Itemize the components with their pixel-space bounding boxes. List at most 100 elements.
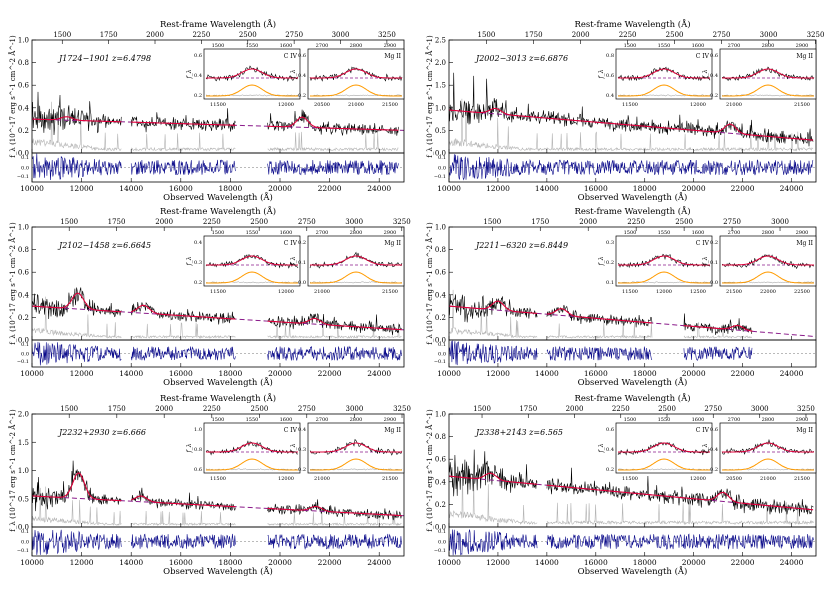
inset-y-tick-label: 0.1: [606, 280, 614, 286]
inset-bottom-tick-label: 12000: [690, 102, 706, 108]
inset-top-tick-label: 2800: [762, 43, 775, 49]
y-tick-label: 0.0: [18, 337, 29, 345]
top-tick-label: 3250: [807, 31, 825, 39]
x-tick-label: 22000: [318, 558, 342, 567]
inset-top-tick-label: 2800: [350, 417, 363, 423]
top-tick-label: 2250: [203, 405, 221, 413]
top-tick-label: 1500: [483, 218, 501, 226]
inset-frame: [719, 48, 817, 100]
x-tick-label: 22000: [318, 369, 342, 378]
observed-spectrum-line: [449, 449, 814, 517]
error-spectrum-line: [32, 101, 399, 152]
top-tick-label: 1750: [525, 31, 543, 39]
residual-tick-label: 0.1: [438, 155, 446, 161]
line-inset: Mg II 2700 2800 2900 21000 21500 0.0 0.1 0.2 f_λ: [290, 230, 405, 295]
inset-y-tick-label: 0.8: [194, 447, 202, 453]
x-tick-label: 22000: [731, 184, 755, 193]
inset-line-component: [206, 84, 298, 97]
top-tick-label: 2500: [250, 218, 268, 226]
inset-y-axis-label: f_λ: [290, 256, 297, 266]
x-tick-label: 10000: [20, 558, 44, 567]
x-tick-label: 18000: [218, 184, 242, 193]
inset-frame: [615, 48, 713, 100]
inset-line-component: [618, 84, 710, 97]
y-tick-label: 2.0: [435, 59, 446, 67]
model-fit-line: [449, 107, 814, 141]
inset-top-tick-label: 2700: [728, 417, 741, 423]
inset-y-tick-label: 0.6: [194, 53, 202, 59]
inset-line-name: C IV: [696, 240, 710, 247]
x-tick-label: 16000: [169, 558, 193, 567]
top-tick-label: 1500: [60, 218, 78, 226]
inset-line-name: Mg II: [384, 53, 401, 60]
panel-title: J2002−3013 z=6.6876: [474, 54, 568, 63]
line-inset: Mg II 2700 2800 2900 21000 21500 0.2 0.4 0.6 f_λ: [702, 43, 817, 108]
inset-y-tick-label: 0.1: [298, 260, 306, 266]
residual-tick-label: −0.1: [434, 174, 446, 180]
top-tick-label: 1500: [478, 31, 496, 39]
inset-spectrum-line: [309, 66, 403, 82]
x-tick-label: 18000: [218, 369, 242, 378]
inset-frame: [719, 235, 817, 287]
residual-frame: [31, 526, 405, 557]
inset-top-tick-label: 1550: [658, 417, 671, 423]
inset-line-component: [618, 271, 710, 284]
x-tick-label: 12000: [486, 184, 510, 193]
residual-line: [32, 341, 402, 366]
model-fit-line: [546, 484, 814, 511]
panel-title: J1724−1901 z=6.4798: [57, 54, 151, 63]
top-tick-label: 2500: [239, 31, 257, 39]
top-tick-label: 2000: [155, 218, 173, 226]
x-tick-label: 10000: [20, 369, 44, 378]
top-tick-label: 1750: [519, 405, 537, 413]
inset-y-tick-label: 0.3: [606, 240, 614, 246]
inset-frame: [615, 235, 713, 287]
inset-y-tick-label: 0.2: [710, 93, 718, 99]
inset-bottom-tick-label: 22000: [760, 289, 776, 295]
inset-y-axis-label: f_λ: [598, 443, 605, 453]
y-tick-label: 0.2: [435, 501, 446, 509]
line-inset: C IV 1500 1550 1600 11500 12000 0.6 0.8 1.0 f_λ: [186, 417, 301, 482]
y-axis-label: f_λ (10^-17 erg s^-1 cm^-2 Å^-1): [425, 35, 434, 158]
model-fit-line: [267, 317, 402, 331]
x-tick-label: 20000: [682, 184, 706, 193]
inset-bottom-tick-label: 11500: [622, 289, 638, 295]
x-tick-label: 22000: [731, 558, 755, 567]
y-tick-label: 0.5: [435, 127, 446, 135]
top-tick-label: 2000: [155, 405, 173, 413]
inset-bottom-tick-label: 21000: [314, 289, 330, 295]
y-tick-label: 0.6: [435, 269, 447, 277]
x-tick-label: 16000: [584, 184, 608, 193]
residual-frame: [448, 152, 817, 183]
inset-line-name: Mg II: [796, 53, 813, 60]
inset-y-tick-label: 0.2: [710, 467, 718, 473]
inset-frame: [203, 422, 301, 474]
x-tick-label: 16000: [169, 184, 193, 193]
top-axis-label: Rest-frame Wavelength (Å): [160, 392, 276, 404]
x-tick-label: 14000: [535, 184, 559, 193]
inset-y-tick-label: 0.4: [710, 73, 718, 79]
top-tick-label: 2000: [572, 31, 590, 39]
inset-bottom-tick-label: 22500: [794, 289, 810, 295]
x-tick-label: 18000: [633, 184, 657, 193]
inset-top-tick-label: 1600: [280, 417, 293, 423]
inset-line-name: Mg II: [384, 427, 401, 434]
top-tick-label: 3000: [751, 405, 769, 413]
line-inset: C IV 1500 1550 1600 11500 12000 0.2 0.3 0.4 f_λ: [186, 230, 301, 295]
inset-y-axis-label: f_λ: [702, 256, 709, 266]
inset-top-tick-label: 1600: [692, 43, 705, 49]
top-tick-label: 1500: [53, 31, 71, 39]
model-fit-line: [267, 505, 402, 517]
inset-model-line: [618, 68, 710, 79]
inset-spectrum-line: [617, 66, 711, 82]
top-tick-label: 2500: [251, 405, 269, 413]
y-axis-label: f_λ (10^-17 erg s^-1 cm^-2 Å^-1): [425, 222, 434, 345]
top-tick-label: 2500: [666, 31, 684, 39]
inset-bottom-tick-label: 12000: [278, 102, 294, 108]
residual-tick-label: 0.1: [438, 342, 446, 348]
x-tick-label: 24000: [367, 558, 391, 567]
x-tick-label: 12000: [70, 558, 94, 567]
inset-bottom-tick-label: 21500: [382, 102, 398, 108]
inset-line-name: C IV: [284, 53, 298, 60]
